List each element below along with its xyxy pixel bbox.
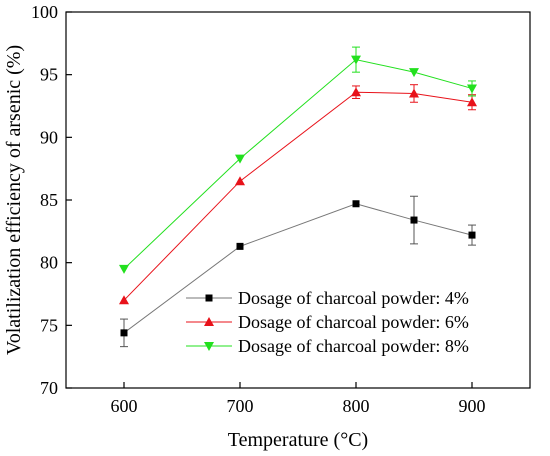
data-point [467, 84, 477, 94]
y-tick-label: 80 [40, 253, 58, 273]
series-layer [119, 46, 477, 348]
legend-item-2: Dosage of charcoal powder: 6% [186, 312, 469, 332]
data-point [235, 154, 245, 164]
y-tick-label: 95 [40, 65, 58, 85]
data-point [409, 68, 419, 78]
data-point [120, 329, 128, 337]
legend-label: Dosage of charcoal powder: 6% [238, 312, 469, 332]
y-tick-label: 75 [40, 315, 58, 335]
y-tick-label: 70 [40, 378, 58, 398]
x-tick-label: 700 [227, 396, 254, 416]
data-point [352, 200, 360, 208]
legend-label: Dosage of charcoal powder: 8% [238, 336, 469, 356]
data-point [119, 295, 129, 305]
x-axis-title: Temperature (°C) [228, 429, 368, 451]
data-point [409, 88, 419, 98]
y-tick-label: 100 [31, 2, 58, 22]
legend-item-1: Dosage of charcoal powder: 4% [186, 288, 469, 308]
y-tick-label: 85 [40, 190, 58, 210]
series-2 [119, 84, 477, 305]
data-point [351, 55, 361, 65]
data-point [119, 264, 129, 274]
data-point [236, 242, 244, 250]
x-tick-label: 600 [111, 396, 138, 416]
x-tick-label: 900 [459, 396, 486, 416]
series-line [123, 59, 473, 270]
legend-marker [205, 294, 213, 302]
x-axis: 600 700 800 900 [111, 382, 486, 416]
data-point [467, 97, 477, 107]
data-point [410, 216, 418, 224]
y-axis-title: Volatilization efficiency of arsenic (%) [3, 45, 25, 355]
y-axis: 70 75 80 85 90 95 100 [31, 2, 72, 398]
series-3 [119, 46, 477, 274]
series-1 [120, 195, 476, 348]
data-point [468, 231, 476, 239]
series-line [123, 91, 473, 301]
legend-marker [204, 317, 214, 326]
legend-item-3: Dosage of charcoal powder: 8% [186, 336, 469, 356]
legend: Dosage of charcoal powder: 4% Dosage of c… [186, 288, 469, 356]
data-point [235, 176, 245, 186]
legend-marker [204, 342, 214, 351]
y-tick-label: 90 [40, 127, 58, 147]
legend-label: Dosage of charcoal powder: 4% [238, 288, 469, 308]
data-point [351, 87, 361, 97]
x-tick-label: 800 [343, 396, 370, 416]
